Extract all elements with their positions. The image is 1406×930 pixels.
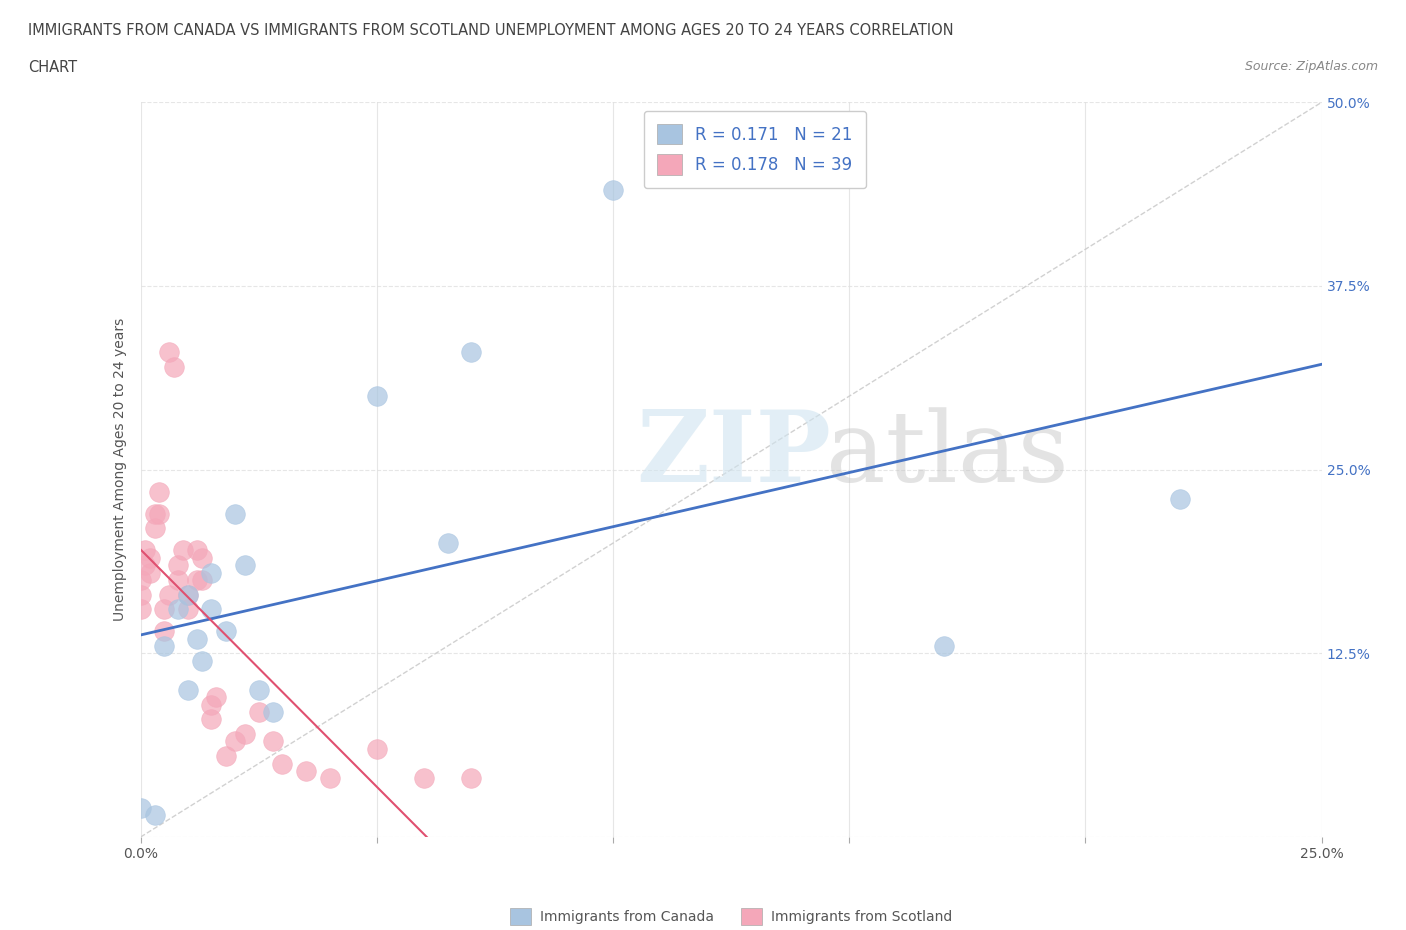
Point xyxy=(139,551,162,565)
Point xyxy=(157,587,180,602)
Point xyxy=(163,359,186,374)
Point xyxy=(167,573,190,588)
Point xyxy=(460,345,482,360)
Text: IMMIGRANTS FROM CANADA VS IMMIGRANTS FROM SCOTLAND UNEMPLOYMENT AMONG AGES 20 TO: IMMIGRANTS FROM CANADA VS IMMIGRANTS FRO… xyxy=(28,23,953,38)
Point xyxy=(436,536,458,551)
Point xyxy=(214,624,236,639)
Point xyxy=(214,749,236,764)
Point xyxy=(153,624,176,639)
Point xyxy=(148,485,170,499)
Point xyxy=(366,389,388,404)
Point xyxy=(262,734,284,749)
Point xyxy=(233,558,256,573)
Point xyxy=(224,734,246,749)
Point xyxy=(1168,492,1191,507)
Point xyxy=(460,771,482,786)
Point xyxy=(200,712,222,727)
Y-axis label: Unemployment Among Ages 20 to 24 years: Unemployment Among Ages 20 to 24 years xyxy=(114,318,128,621)
Point xyxy=(143,521,166,536)
Point xyxy=(143,506,166,521)
Point xyxy=(247,705,270,720)
Point xyxy=(186,543,208,558)
Point xyxy=(157,345,180,360)
Point xyxy=(172,543,194,558)
Text: atlas: atlas xyxy=(825,407,1069,503)
Point xyxy=(177,587,200,602)
Point xyxy=(129,573,152,588)
Point xyxy=(134,558,156,573)
Point xyxy=(191,551,214,565)
Text: Source: ZipAtlas.com: Source: ZipAtlas.com xyxy=(1244,60,1378,73)
Point xyxy=(318,771,340,786)
Point xyxy=(143,807,166,822)
Text: CHART: CHART xyxy=(28,60,77,75)
Point xyxy=(167,558,190,573)
Text: ZIP: ZIP xyxy=(637,406,831,503)
Point xyxy=(224,506,246,521)
Point xyxy=(186,631,208,646)
Point xyxy=(932,639,955,654)
Point xyxy=(129,800,152,815)
Point xyxy=(233,726,256,741)
Point xyxy=(177,683,200,698)
Point xyxy=(247,683,270,698)
Point xyxy=(413,771,436,786)
Point xyxy=(134,543,156,558)
Point xyxy=(191,573,214,588)
Point xyxy=(177,602,200,617)
Point xyxy=(271,756,294,771)
Point xyxy=(129,587,152,602)
Point xyxy=(200,698,222,712)
Point xyxy=(191,653,214,668)
Point xyxy=(200,602,222,617)
Point xyxy=(205,690,228,705)
Legend: Immigrants from Canada, Immigrants from Scotland: Immigrants from Canada, Immigrants from … xyxy=(505,903,957,930)
Point xyxy=(200,565,222,580)
Point xyxy=(153,602,176,617)
Point xyxy=(177,587,200,602)
Point xyxy=(129,602,152,617)
Point xyxy=(139,565,162,580)
Point xyxy=(295,764,318,778)
Point xyxy=(153,639,176,654)
Point xyxy=(262,705,284,720)
Point xyxy=(366,741,388,756)
Point xyxy=(602,183,624,198)
Point xyxy=(148,506,170,521)
Point xyxy=(186,573,208,588)
Point xyxy=(167,602,190,617)
